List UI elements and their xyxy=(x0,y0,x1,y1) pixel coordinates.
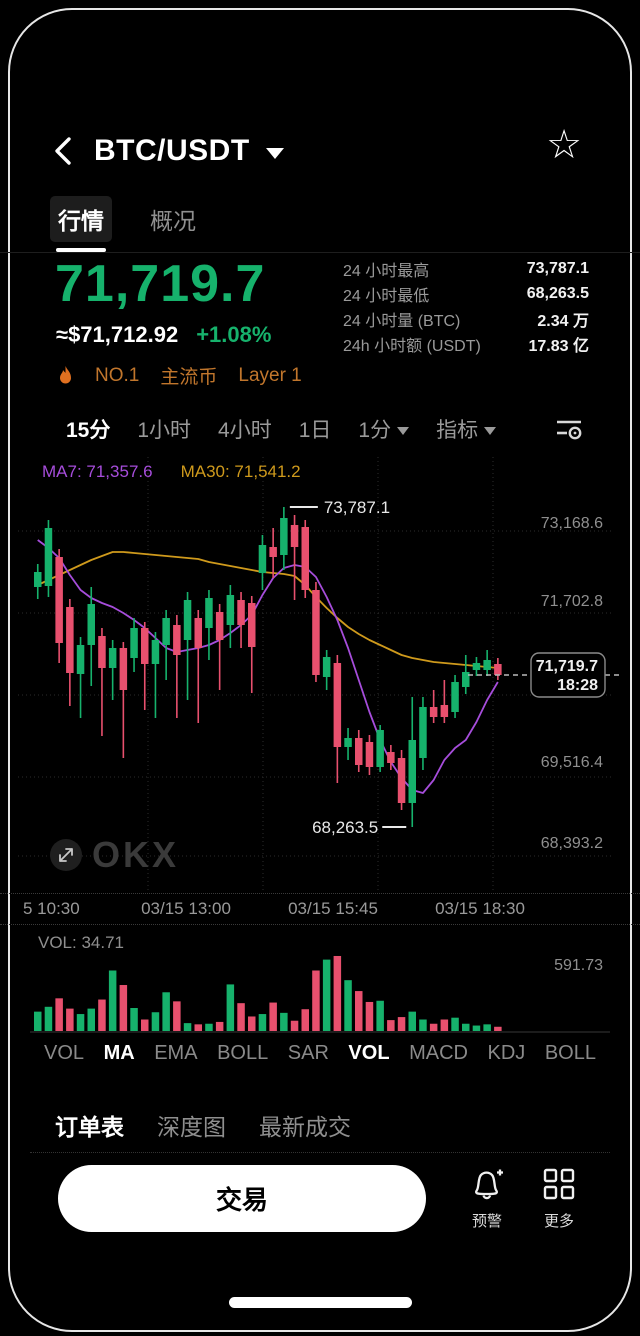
svg-text:71,702.8: 71,702.8 xyxy=(541,593,603,610)
time-tick: 03/15 13:00 xyxy=(141,899,231,918)
indicator-tabs: VOL MA EMA BOLL SAR VOL MACD KDJ BOLL xyxy=(0,1042,640,1065)
home-indicator[interactable] xyxy=(229,1297,412,1308)
tf-4h[interactable]: 4小时 xyxy=(218,419,272,442)
svg-text:68,263.5: 68,263.5 xyxy=(312,818,378,837)
stat-value: 2.34 万 xyxy=(537,312,589,330)
ind-sar[interactable]: SAR xyxy=(287,1042,329,1064)
trade-button[interactable]: 交易 xyxy=(58,1165,426,1232)
svg-text:OKX: OKX xyxy=(92,834,179,875)
indicator-menu[interactable]: 指标 xyxy=(436,414,497,444)
tab-overview[interactable]: 概况 xyxy=(150,208,196,234)
svg-text:591.73: 591.73 xyxy=(554,957,603,974)
ma30-label: MA30: 71,541.2 xyxy=(180,462,301,481)
tf-more[interactable]: 1分 xyxy=(358,414,410,444)
timeframe-row: 15分 1小时 4小时 1日 1分 指标 xyxy=(66,414,497,444)
more-action[interactable]: 更多 xyxy=(524,1168,594,1231)
ind-kdj[interactable]: KDJ xyxy=(487,1042,526,1064)
alert-label: 预警 xyxy=(471,1213,502,1230)
header: BTC/USDT ☆ xyxy=(0,123,640,174)
ind-boll[interactable]: BOLL xyxy=(217,1042,269,1064)
favorite-star-icon[interactable]: ☆ xyxy=(546,123,582,167)
flame-icon xyxy=(60,365,71,383)
tab-trades[interactable]: 最新成交 xyxy=(259,1114,351,1140)
svg-text:73,168.6: 73,168.6 xyxy=(541,515,603,532)
candlestick-chart[interactable]: 73,168.6 71,702.8 69,516.4 68,393.2 73,787.1… xyxy=(0,455,640,895)
ind-ma[interactable]: MA xyxy=(103,1042,135,1064)
badge-rank[interactable]: NO.1 xyxy=(95,364,140,386)
svg-text:69,516.4: 69,516.4 xyxy=(541,754,603,771)
tabs-divider xyxy=(0,252,640,253)
more-label: 更多 xyxy=(543,1213,574,1230)
orderbook-tabs: 订单表 深度图 最新成交 xyxy=(55,1108,351,1142)
back-icon[interactable] xyxy=(50,136,76,166)
bell-plus-icon xyxy=(474,1169,503,1200)
chevron-down-icon xyxy=(397,426,410,435)
chevron-down-icon xyxy=(484,426,497,435)
ind-boll2[interactable]: BOLL xyxy=(544,1042,596,1064)
change-percent: +1.08% xyxy=(196,322,272,347)
time-tick: 03/15 18:30 xyxy=(435,899,525,918)
stat-label: 24 小时量 (BTC) xyxy=(343,312,461,330)
badges-row: NO.1 主流币 Layer 1 xyxy=(57,362,302,389)
usd-price: ≈$71,712.92 xyxy=(56,322,179,347)
svg-text:18:28: 18:28 xyxy=(557,677,598,694)
tf-1h[interactable]: 1小时 xyxy=(137,419,192,442)
ind-vol-main[interactable]: VOL xyxy=(44,1042,85,1064)
ind-vol-sub[interactable]: VOL xyxy=(348,1042,390,1064)
stat-value: 17.83 亿 xyxy=(528,337,590,355)
pair-dropdown-icon[interactable] xyxy=(265,147,284,159)
chart-settings-icon[interactable] xyxy=(556,416,582,440)
stats-panel: 24 小时最高 73,787.1 24 小时最低 68,263.5 24 小时量 (… xyxy=(343,256,589,356)
ind-macd[interactable]: MACD xyxy=(409,1042,468,1064)
stat-value: 68,263.5 xyxy=(526,284,589,302)
svg-text:73,787.1: 73,787.1 xyxy=(324,498,390,517)
ma7-label: MA7: 71,357.6 xyxy=(42,462,153,481)
tab-market[interactable]: 行情 xyxy=(50,196,112,252)
badge-layer1[interactable]: Layer 1 xyxy=(238,364,302,386)
orderbook-divider xyxy=(30,1152,610,1154)
ind-ema[interactable]: EMA xyxy=(154,1042,198,1064)
time-axis: 5 10:30 03/15 13:00 03/15 15:45 03/15 18… xyxy=(0,893,640,925)
ma-labels: MA7: 71,357.6 MA30: 71,541.2 xyxy=(42,462,301,482)
pair-title[interactable]: BTC/USDT xyxy=(94,134,250,167)
svg-text:71,719.7: 71,719.7 xyxy=(536,658,598,675)
stat-label: 24 小时最低 xyxy=(343,287,430,305)
stat-value: 73,787.1 xyxy=(526,259,589,277)
svg-text:68,393.2: 68,393.2 xyxy=(541,835,603,852)
time-tick: 5 10:30 xyxy=(23,899,80,918)
tf-1d[interactable]: 1日 xyxy=(298,419,332,442)
top-tabs: 行情 概况 xyxy=(50,196,204,252)
stat-label: 24h 小时额 (USDT) xyxy=(343,337,481,355)
tab-orderbook[interactable]: 订单表 xyxy=(55,1114,124,1140)
badge-mainstream[interactable]: 主流币 xyxy=(160,367,218,388)
tab-depth[interactable]: 深度图 xyxy=(157,1114,226,1140)
time-tick: 03/15 15:45 xyxy=(288,899,378,918)
volume-pane[interactable]: VOL: 34.71 591.73 xyxy=(0,924,640,1036)
alert-action[interactable]: 预警 xyxy=(452,1168,522,1231)
grid-more-icon xyxy=(543,1168,575,1200)
stat-label: 24 小时最高 xyxy=(343,262,430,280)
svg-text:VOL: 34.71: VOL: 34.71 xyxy=(38,933,124,952)
last-price: 71,719.7 xyxy=(55,255,266,313)
tf-15m[interactable]: 15分 xyxy=(66,419,111,442)
